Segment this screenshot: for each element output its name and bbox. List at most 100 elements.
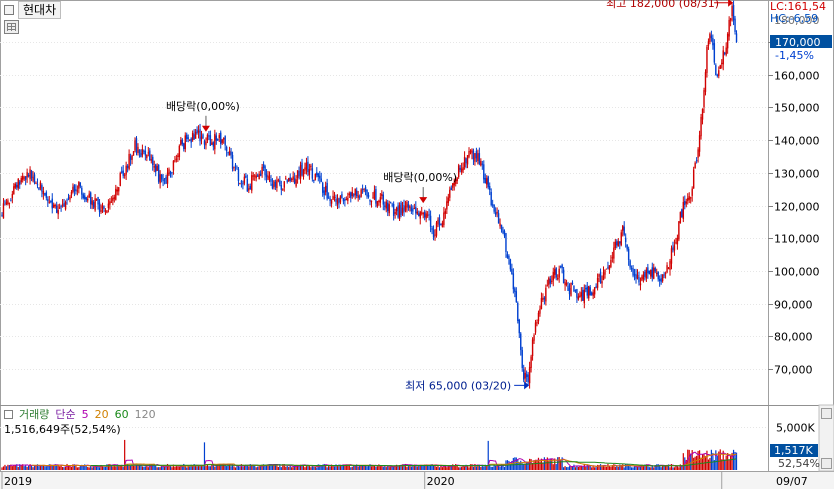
candle-body <box>140 153 142 157</box>
volume-bar <box>211 464 213 470</box>
volume-bar <box>403 464 405 470</box>
candle-body <box>548 277 550 285</box>
volume-scrollbar[interactable] <box>818 404 834 472</box>
candle-body <box>190 138 192 143</box>
volume-bar <box>719 449 721 470</box>
candle-body <box>520 333 522 351</box>
candle-body <box>443 212 445 225</box>
candle-body <box>51 198 53 209</box>
candle-body <box>132 151 135 156</box>
candle-body <box>85 197 87 201</box>
stock-title-box[interactable]: 현대차 <box>0 0 62 20</box>
candle-body <box>60 205 62 207</box>
candle-body <box>2 203 5 219</box>
volume-bar <box>30 464 33 470</box>
candle-body <box>234 164 237 167</box>
candle-body <box>685 201 687 204</box>
volume-bar <box>667 464 670 470</box>
volume-bar <box>560 460 562 470</box>
volume-bar <box>591 467 593 470</box>
scroll-up-button[interactable] <box>821 408 832 419</box>
volume-bar <box>630 467 633 470</box>
volume-bar <box>471 464 473 470</box>
candle-body <box>101 205 104 209</box>
volume-bar <box>251 465 253 470</box>
candle-body <box>347 197 349 201</box>
volume-bar <box>277 466 279 470</box>
candle-body <box>647 267 649 274</box>
volume-bar <box>641 464 643 470</box>
volume-bar <box>226 466 228 470</box>
volume-bar <box>100 464 102 470</box>
candle-body <box>472 150 475 160</box>
volume-bar <box>22 464 24 470</box>
candle-body <box>50 200 52 202</box>
candle-body <box>218 135 220 138</box>
candle-body <box>418 213 420 217</box>
candle-body <box>457 165 460 178</box>
volume-bar <box>333 466 336 470</box>
volume-bar <box>162 466 164 470</box>
volume-bar <box>639 464 642 470</box>
volume-bar <box>563 467 565 470</box>
volume-bar <box>362 465 364 470</box>
candle-body <box>661 274 664 282</box>
candle-body <box>660 278 662 282</box>
volume-bar <box>29 464 31 470</box>
candle-body <box>351 191 353 197</box>
candle-body <box>416 211 418 214</box>
candle-body <box>687 198 689 201</box>
grid-table-icon[interactable] <box>4 20 19 34</box>
volume-bar <box>295 464 297 470</box>
scroll-down-button[interactable] <box>821 458 832 469</box>
volume-bar <box>178 466 180 470</box>
volume-bar <box>688 449 690 470</box>
volume-bar <box>487 440 489 470</box>
candle-body <box>698 135 701 152</box>
candle-body <box>438 217 441 226</box>
candle-body <box>187 137 189 139</box>
volume-bar <box>636 466 639 470</box>
legend-ma120: 120 <box>134 408 156 421</box>
candle-body <box>134 140 136 151</box>
candle-body <box>373 190 376 200</box>
candle-body <box>245 175 247 178</box>
candle-body <box>143 150 145 152</box>
candle-body <box>267 175 269 180</box>
candle-body <box>582 290 584 301</box>
candle-body <box>290 178 293 180</box>
candle-body <box>79 182 82 187</box>
volume-bar <box>60 464 62 470</box>
candle-body <box>384 205 386 207</box>
candle-body <box>45 192 48 198</box>
volume-bar <box>468 467 470 470</box>
volume-bar <box>347 464 349 470</box>
candle-body <box>385 201 387 209</box>
volume-legend-checkbox-icon[interactable] <box>4 410 13 419</box>
candle-body <box>205 141 207 146</box>
candle-body <box>447 197 450 203</box>
volume-bar <box>299 464 302 470</box>
volume-bar <box>558 457 560 470</box>
candle-body <box>243 176 246 184</box>
volume-bar <box>310 467 312 470</box>
volume-bar <box>267 464 269 470</box>
volume-bar <box>79 465 81 470</box>
volume-bar <box>175 465 177 470</box>
price-tick-label: 70,000 <box>774 364 813 377</box>
volume-bar <box>147 467 149 470</box>
candle-body <box>622 225 624 231</box>
candle-body <box>55 205 58 213</box>
candle-body <box>500 224 503 230</box>
lc-hc-readout: LC:161,54 HC:-6,59 <box>770 1 826 25</box>
candle-body <box>84 195 86 200</box>
candle-body <box>675 242 677 244</box>
candle-body <box>534 322 537 333</box>
volume-bar <box>276 464 278 470</box>
title-checkbox-icon[interactable] <box>4 5 14 15</box>
volume-bar <box>282 464 284 470</box>
candle-body <box>54 205 56 207</box>
candle-body <box>225 147 228 152</box>
volume-bar <box>339 464 342 470</box>
candle-body <box>125 165 127 175</box>
